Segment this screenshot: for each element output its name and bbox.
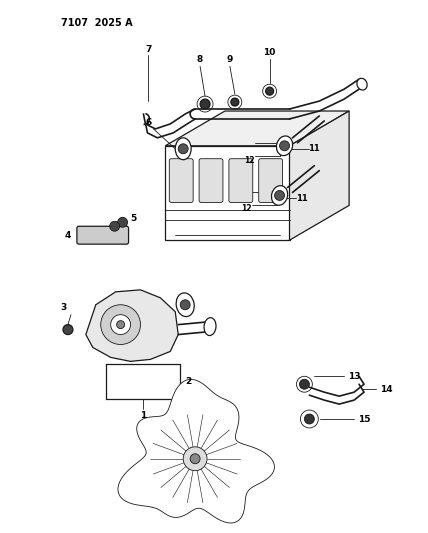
Text: 1: 1 [140, 410, 146, 419]
Text: 15: 15 [358, 415, 370, 424]
FancyBboxPatch shape [199, 159, 223, 203]
Text: 12: 12 [241, 204, 252, 213]
Text: 4: 4 [65, 231, 71, 240]
Ellipse shape [175, 138, 191, 160]
Circle shape [118, 217, 128, 227]
Text: 3: 3 [61, 303, 67, 312]
Circle shape [304, 414, 314, 424]
Text: 12: 12 [244, 156, 255, 165]
Circle shape [178, 144, 188, 154]
Circle shape [110, 221, 119, 231]
Text: 5: 5 [131, 214, 137, 223]
Polygon shape [86, 290, 178, 361]
Text: 9: 9 [227, 55, 233, 64]
Ellipse shape [176, 293, 194, 317]
FancyBboxPatch shape [77, 227, 128, 244]
Polygon shape [165, 111, 349, 146]
Circle shape [183, 447, 207, 471]
Text: 13: 13 [348, 372, 360, 381]
Circle shape [231, 98, 239, 106]
Ellipse shape [271, 185, 288, 205]
Text: 2: 2 [185, 377, 191, 386]
Circle shape [190, 454, 200, 464]
Text: 11: 11 [296, 194, 307, 203]
FancyBboxPatch shape [259, 159, 282, 203]
Circle shape [300, 379, 309, 389]
Circle shape [266, 87, 273, 95]
Text: 10: 10 [264, 48, 276, 57]
Text: 8: 8 [197, 55, 203, 64]
Circle shape [275, 190, 285, 200]
Polygon shape [118, 379, 274, 523]
Polygon shape [165, 146, 289, 240]
Text: 7107  2025 A: 7107 2025 A [61, 18, 133, 28]
Text: 7: 7 [145, 45, 152, 54]
FancyBboxPatch shape [229, 159, 253, 203]
Circle shape [117, 321, 125, 328]
FancyBboxPatch shape [169, 159, 193, 203]
Text: 6: 6 [145, 118, 152, 127]
Circle shape [279, 141, 289, 151]
Circle shape [200, 99, 210, 109]
Polygon shape [289, 111, 349, 240]
Text: 11: 11 [309, 144, 320, 154]
Ellipse shape [276, 136, 293, 156]
Circle shape [101, 305, 140, 344]
Text: 14: 14 [380, 385, 392, 394]
Ellipse shape [357, 78, 367, 90]
Circle shape [111, 314, 131, 335]
Ellipse shape [204, 318, 216, 336]
Circle shape [180, 300, 190, 310]
Circle shape [63, 325, 73, 335]
